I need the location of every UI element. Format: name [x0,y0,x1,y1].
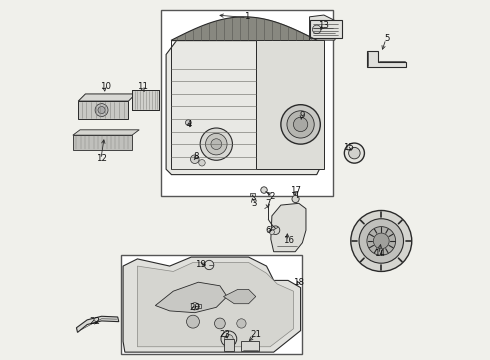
Text: 13: 13 [318,21,329,30]
Polygon shape [242,341,259,351]
Circle shape [287,111,314,138]
Text: 2: 2 [269,192,275,201]
Circle shape [292,195,299,203]
Circle shape [205,134,227,155]
Circle shape [281,105,320,144]
Text: 12: 12 [96,154,107,163]
Polygon shape [166,40,324,175]
Circle shape [215,318,225,329]
Polygon shape [155,282,227,313]
Text: 7: 7 [266,199,271,208]
Polygon shape [310,21,342,39]
Circle shape [186,120,191,126]
Circle shape [271,226,280,234]
Polygon shape [78,101,128,119]
Text: 18: 18 [294,278,304,287]
Text: 21: 21 [250,330,261,339]
Polygon shape [123,257,300,352]
Circle shape [294,192,298,196]
Polygon shape [271,203,306,252]
Text: 3: 3 [251,199,257,208]
Bar [172,40,256,169]
Text: 9: 9 [300,111,305,120]
Text: 22: 22 [89,317,100,326]
Polygon shape [73,130,139,135]
Bar [122,255,302,354]
Polygon shape [367,51,406,67]
Polygon shape [137,262,294,347]
Circle shape [237,319,246,328]
Circle shape [351,211,412,271]
Circle shape [349,147,360,159]
Circle shape [261,187,267,193]
Bar [197,305,201,308]
Text: 11: 11 [137,82,148,91]
Circle shape [187,315,199,328]
Circle shape [199,159,205,166]
Polygon shape [223,289,256,304]
Text: 19: 19 [195,260,206,269]
Text: 23: 23 [220,330,231,339]
Bar [224,339,234,351]
Circle shape [313,26,321,35]
Circle shape [204,260,214,270]
Circle shape [211,139,221,149]
Circle shape [191,155,199,163]
Circle shape [344,143,365,163]
Circle shape [373,233,389,249]
Text: 15: 15 [343,143,354,152]
Circle shape [221,331,237,347]
Polygon shape [73,135,132,149]
Text: 8: 8 [194,152,199,161]
Circle shape [200,128,232,160]
Circle shape [367,226,395,255]
Polygon shape [310,15,338,40]
Polygon shape [76,316,119,332]
Circle shape [224,334,233,343]
Circle shape [313,25,321,34]
Circle shape [191,303,198,310]
Text: 17: 17 [290,186,301,195]
Circle shape [270,229,274,234]
Text: 5: 5 [384,34,390,43]
Circle shape [98,107,105,114]
Bar [256,40,324,169]
Text: 6: 6 [266,226,271,235]
Circle shape [294,117,308,132]
Bar [250,193,255,196]
Polygon shape [132,90,159,110]
Text: 14: 14 [374,249,385,258]
Text: 20: 20 [189,303,200,312]
Text: 10: 10 [99,82,111,91]
Circle shape [359,219,403,263]
Text: 16: 16 [283,237,294,246]
Circle shape [95,104,108,117]
Text: 4: 4 [187,120,192,129]
Polygon shape [78,94,136,101]
Text: 1: 1 [244,12,249,21]
Bar [161,10,333,196]
